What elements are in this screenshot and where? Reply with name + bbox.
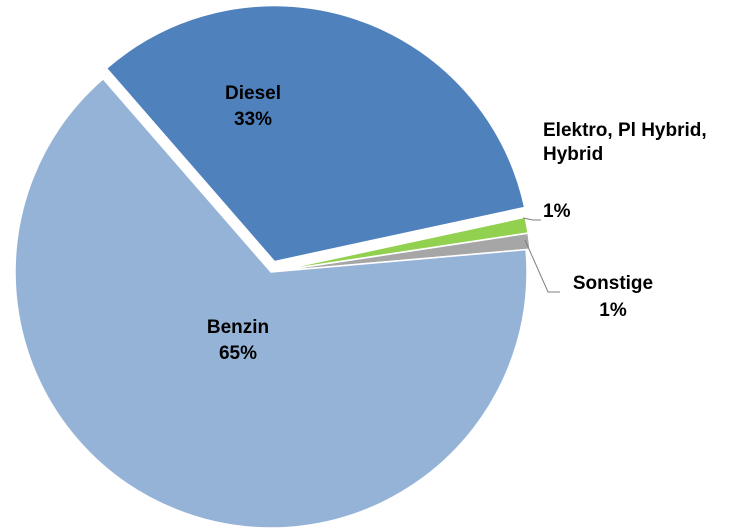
slice-value: 33% (233, 109, 273, 130)
pie-slice (105, 4, 526, 263)
leader-line (524, 239, 560, 293)
slice-name: Elektro, Pl Hybrid, Hybrid (543, 120, 707, 165)
slice-value: 1% (599, 300, 627, 321)
slice-name: Benzin (206, 317, 270, 338)
leader-line (522, 217, 541, 221)
slice-name: Sonstige (572, 273, 654, 294)
pie-slice (14, 77, 528, 529)
slice-name: Diesel (225, 83, 281, 104)
slice-value: 65% (218, 343, 258, 364)
slice-value: 1% (543, 201, 571, 222)
pie-slice (274, 232, 531, 273)
